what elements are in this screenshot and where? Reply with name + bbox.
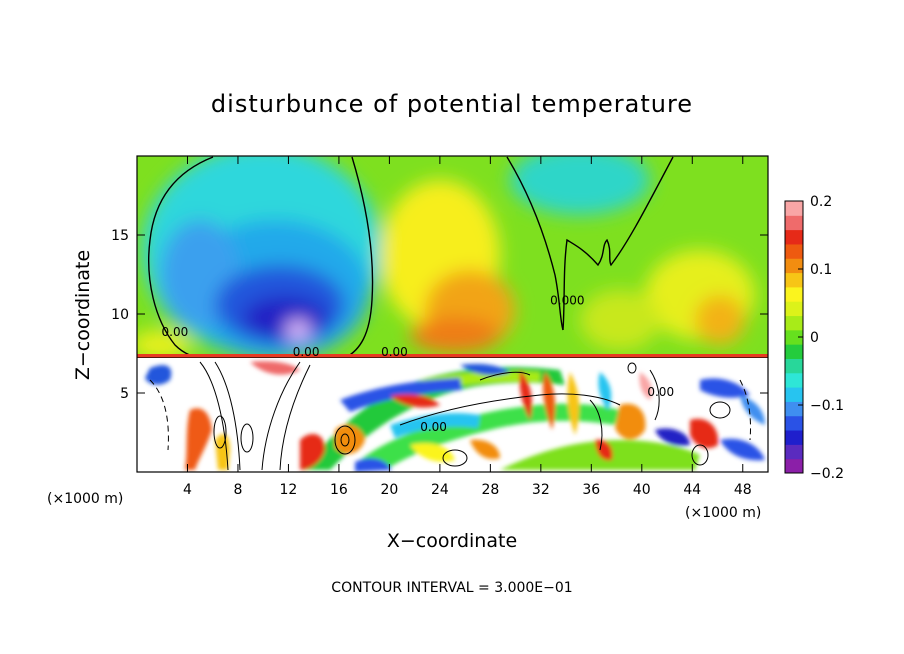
lower-contours	[149, 361, 751, 471]
colorbar-tick-label: 0	[810, 330, 819, 346]
plot-area	[137, 156, 768, 472]
colorbar: 0.2 0.1 0 −0.1 −0.2	[784, 194, 844, 482]
colorbar-swatches	[785, 201, 803, 474]
upper-contours	[148, 156, 674, 359]
contour-label: 0.00	[420, 420, 447, 434]
colorbar-swatch	[785, 401, 803, 417]
colorbar-swatch	[785, 201, 803, 216]
interface-band	[137, 354, 768, 358]
colorbar-swatch	[785, 315, 803, 331]
colorbar-swatch	[785, 430, 803, 445]
contour-label: 0.00	[293, 345, 320, 359]
colorbar-swatch	[785, 344, 803, 359]
x-tick-label: 12	[280, 482, 298, 498]
colorbar-tick-label: 0.2	[810, 194, 832, 210]
colorbar-tick-label: −0.2	[810, 466, 844, 482]
x-unit-label: (×1000 m)	[685, 505, 761, 521]
x-tick-label: 20	[380, 482, 398, 498]
y-tick-label: 5	[120, 386, 129, 402]
contour-label: 0.00	[381, 345, 408, 359]
x-tick-label: 40	[633, 482, 651, 498]
x-axis-label: X−coordinate	[387, 530, 517, 552]
x-tick-label: 24	[431, 482, 449, 498]
colorbar-swatch	[785, 215, 803, 231]
upper-field	[137, 156, 768, 472]
x-tick-label: 32	[532, 482, 550, 498]
colorbar-swatch	[785, 243, 803, 259]
colorbar-swatch	[785, 387, 803, 402]
y-tick-label: 10	[111, 307, 129, 323]
colorbar-swatch	[785, 415, 803, 431]
x-axis: 4 8 12 16 20 24 28 32 36 40 44 48	[183, 156, 752, 498]
colorbar-swatch	[785, 301, 803, 317]
colorbar-tick-label: 0.1	[810, 262, 832, 278]
contour-label: 0.000	[550, 294, 584, 308]
y-axis: 5 10 15	[111, 228, 768, 402]
x-tick-label: 16	[330, 482, 348, 498]
y-unit-label: (×1000 m)	[47, 491, 123, 507]
contour-label: 0.00	[162, 325, 189, 339]
colorbar-swatch	[785, 286, 803, 302]
x-tick-label: 48	[734, 482, 752, 498]
x-tick-label: 28	[481, 482, 499, 498]
x-tick-label: 8	[233, 482, 242, 498]
contour-labels: 0.00 0.00 0.00 0.00 0.000 0.00	[162, 294, 675, 434]
chart-title: disturbunce of potential temperature	[211, 90, 693, 118]
x-tick-label: 36	[582, 482, 600, 498]
lower-field	[137, 358, 768, 472]
y-tick-label: 15	[111, 228, 129, 244]
contour-label: 0.00	[647, 385, 674, 399]
colorbar-tick-label: −0.1	[810, 398, 844, 414]
colorbar-swatch	[785, 444, 803, 460]
x-tick-label: 4	[183, 482, 192, 498]
y-axis-label: Z−coordinate	[72, 250, 94, 380]
colorbar-swatch	[785, 458, 803, 474]
colorbar-swatch	[785, 358, 803, 374]
x-tick-label: 44	[683, 482, 701, 498]
colorbar-swatch	[785, 372, 803, 388]
colorbar-swatch	[785, 229, 803, 245]
colorbar-swatch	[785, 329, 803, 345]
colorbar-swatch	[785, 272, 803, 288]
contour-interval-note: CONTOUR INTERVAL = 3.000E−01	[331, 580, 572, 596]
colorbar-ticks: 0.2 0.1 0 −0.1 −0.2	[798, 194, 844, 482]
colorbar-swatch	[785, 258, 803, 274]
